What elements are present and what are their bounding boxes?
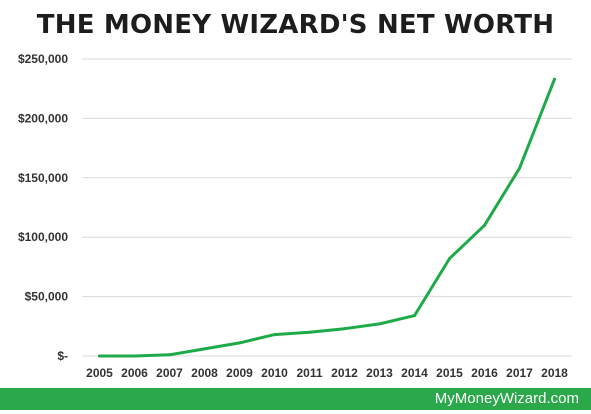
data-point — [168, 353, 171, 357]
footer-bar: MyMoneyWizard.com — [0, 388, 591, 410]
x-tick-label: 2010 — [261, 366, 288, 380]
data-point — [273, 333, 276, 337]
x-tick-label: 2007 — [156, 366, 183, 380]
data-point — [448, 257, 451, 261]
series-layer — [98, 77, 556, 358]
x-tick-label: 2005 — [86, 366, 113, 380]
data-point — [553, 77, 556, 81]
data-point — [378, 322, 381, 326]
x-tick-label: 2017 — [506, 366, 533, 380]
data-point — [238, 341, 241, 345]
x-tick-label: 2009 — [226, 366, 253, 380]
x-tick-label: 2015 — [436, 366, 463, 380]
y-tick-label: $200,000 — [18, 111, 68, 125]
y-tick-label: $250,000 — [18, 52, 68, 66]
y-axis-ticks: $- $50,000 $100,000 $150,000 $200,000 $250,00… — [18, 52, 68, 363]
data-point — [413, 314, 416, 318]
x-tick-label: 2016 — [471, 366, 498, 380]
data-point — [518, 166, 521, 170]
x-tick-label: 2013 — [366, 366, 393, 380]
data-point — [343, 327, 346, 331]
gridlines — [82, 58, 572, 357]
y-tick-label: $- — [57, 349, 68, 363]
x-tick-label: 2006 — [121, 366, 148, 380]
footer-watermark: MyMoneyWizard.com — [434, 390, 579, 407]
chart-title: THE MONEY WIZARD'S NET WORTH — [36, 10, 555, 40]
x-axis-ticks: 2005 2006 2007 2008 2009 2010 2011 2012 2013 2014… — [86, 366, 568, 380]
series-line — [98, 77, 556, 358]
x-tick-label: 2014 — [401, 366, 428, 380]
x-tick-label: 2011 — [296, 366, 322, 380]
y-tick-label: $50,000 — [25, 290, 69, 304]
y-tick-label: $150,000 — [18, 171, 68, 185]
data-point — [133, 354, 136, 358]
x-tick-label: 2008 — [191, 366, 218, 380]
y-tick-label: $100,000 — [18, 230, 68, 244]
data-point — [308, 330, 311, 334]
data-point — [98, 354, 101, 358]
data-point — [203, 347, 206, 351]
x-tick-label: 2012 — [331, 366, 358, 380]
x-tick-label: 2018 — [541, 366, 568, 380]
data-point — [483, 223, 486, 227]
